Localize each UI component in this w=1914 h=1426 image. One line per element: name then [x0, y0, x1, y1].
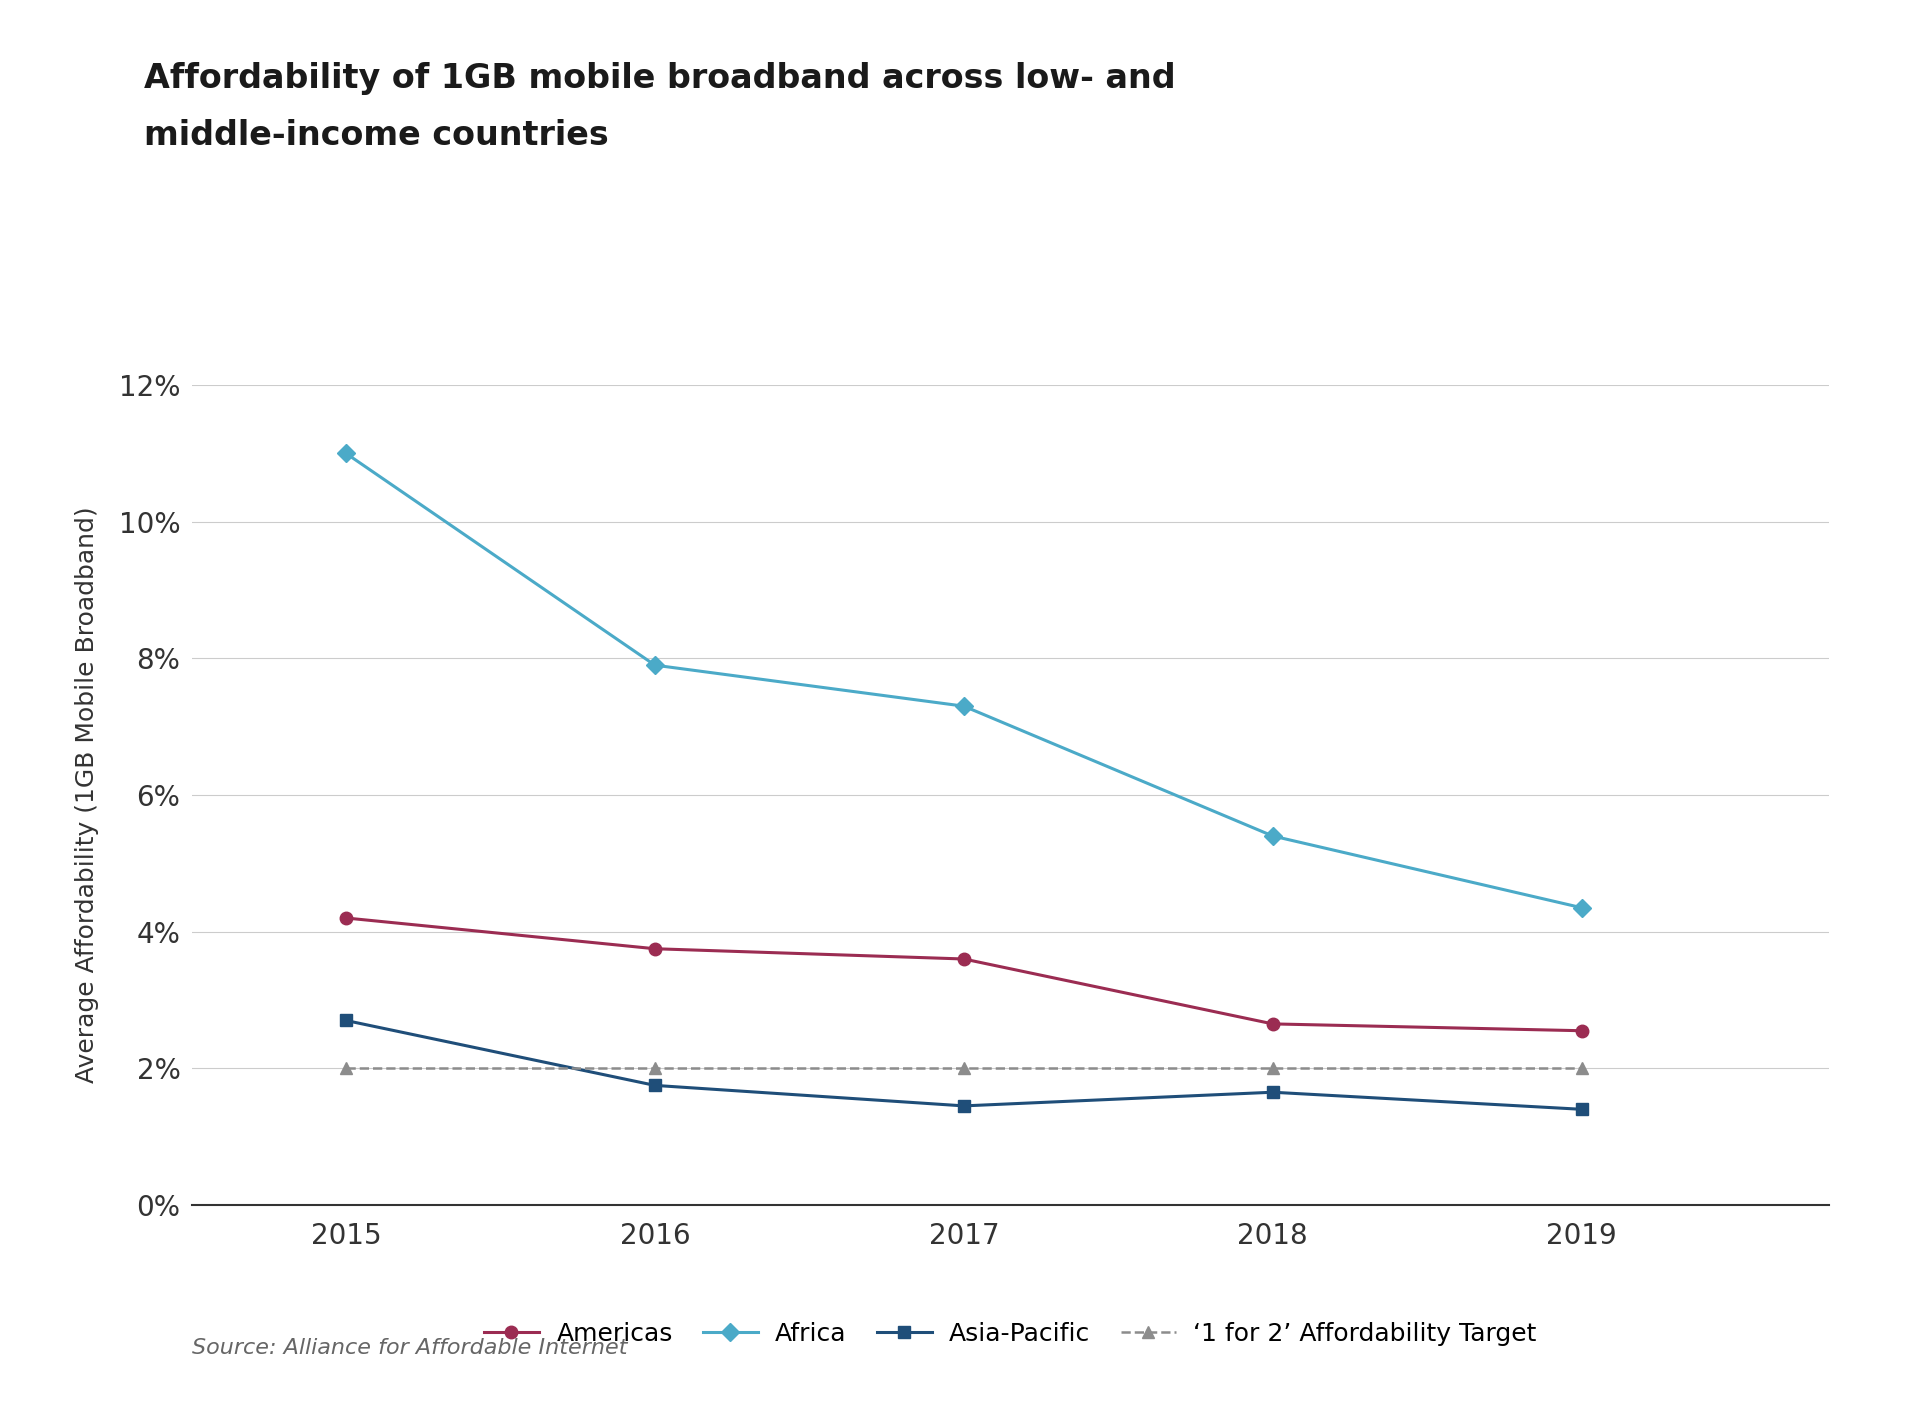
Americas	[335, 910, 358, 927]
Text: Source: Alliance for Affordable Internet: Source: Alliance for Affordable Internet	[191, 1338, 626, 1358]
Africa	[951, 697, 974, 714]
Asia-Pacific	[335, 1012, 358, 1030]
Americas	[643, 940, 666, 957]
'1 for 2' Affordability Target	[335, 1060, 358, 1077]
Asia-Pacific	[1261, 1084, 1284, 1101]
Africa	[1569, 900, 1592, 917]
Asia-Pacific	[1569, 1101, 1592, 1118]
Americas	[1569, 1022, 1592, 1040]
Line: Africa: Africa	[339, 448, 1587, 914]
Africa	[643, 656, 666, 673]
Y-axis label: Average Affordability (1GB Mobile Broadband): Average Affordability (1GB Mobile Broadb…	[75, 506, 100, 1084]
Americas	[951, 951, 974, 968]
Americas	[1261, 1015, 1284, 1032]
Line: Asia-Pacific: Asia-Pacific	[339, 1014, 1587, 1115]
Text: middle-income countries: middle-income countries	[144, 118, 609, 153]
Text: 2015-
2019: 2015- 2019	[15, 61, 105, 128]
'1 for 2' Affordability Target	[1261, 1060, 1284, 1077]
Africa	[335, 445, 358, 462]
Line: '1 for 2' Affordability Target: '1 for 2' Affordability Target	[341, 1062, 1587, 1074]
'1 for 2' Affordability Target	[643, 1060, 666, 1077]
Africa	[1261, 827, 1284, 844]
Legend: Americas, Africa, Asia-Pacific, ‘1 for 2’ Affordability Target: Americas, Africa, Asia-Pacific, ‘1 for 2…	[473, 1312, 1547, 1356]
'1 for 2' Affordability Target	[1569, 1060, 1592, 1077]
'1 for 2' Affordability Target	[951, 1060, 974, 1077]
Text: Affordability of 1GB mobile broadband across low- and: Affordability of 1GB mobile broadband ac…	[144, 61, 1175, 96]
Line: Americas: Americas	[339, 911, 1587, 1037]
Asia-Pacific	[951, 1098, 974, 1115]
Asia-Pacific	[643, 1077, 666, 1094]
